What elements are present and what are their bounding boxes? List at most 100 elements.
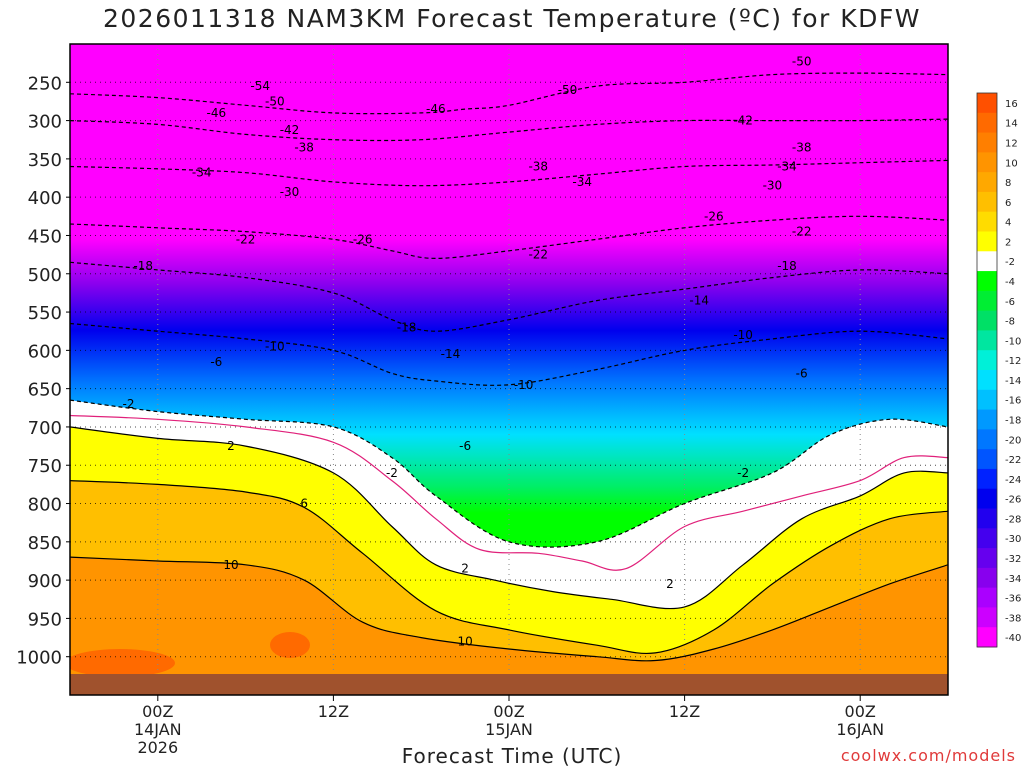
contour-label: -46 — [426, 102, 446, 116]
contour-label: -34 — [572, 175, 592, 189]
chart-title: 2026011318 NAM3KM Forecast Temperature (… — [103, 4, 921, 33]
colorbar-label: 16 — [1005, 99, 1018, 110]
contour-label: -18 — [777, 259, 797, 273]
contour-label: -50 — [792, 55, 812, 69]
contour-label: -50 — [558, 83, 578, 97]
colorbar-label: -22 — [1005, 455, 1021, 466]
colorbar-swatch — [977, 310, 997, 331]
colorbar-label: 8 — [1005, 178, 1011, 189]
colorbar-swatch — [977, 112, 997, 134]
colorbar-swatch — [977, 587, 997, 608]
ground-surface — [70, 674, 948, 695]
colorbar-label: -28 — [1005, 514, 1021, 525]
contour-label: -34 — [192, 166, 212, 180]
x-tick-label: 00Z — [845, 702, 876, 721]
isotherm--34 — [70, 159, 948, 187]
y-tick-label: 900 — [28, 571, 62, 592]
colorbar-swatch — [977, 172, 997, 193]
y-tick-label: 400 — [28, 188, 62, 209]
y-tick-label: 600 — [28, 341, 62, 362]
contour-label: -22 — [792, 225, 812, 239]
colorbar-swatch — [977, 152, 997, 173]
colorbar-swatch — [977, 132, 997, 153]
contour-label: -2 — [737, 466, 749, 480]
contour-label: -26 — [353, 232, 373, 246]
isotherm--10 — [70, 322, 948, 386]
contour-label: -42 — [280, 123, 300, 137]
isotherm-contours — [70, 72, 948, 662]
colorbar-swatch — [977, 468, 997, 490]
near-freezing-fill — [70, 400, 948, 609]
colorbar-label: -30 — [1005, 534, 1021, 545]
colorbar-label: -2 — [1005, 257, 1015, 268]
colorbar-label: -8 — [1005, 317, 1015, 328]
colorbar-label: -36 — [1005, 594, 1021, 605]
contour-label: -38 — [792, 140, 812, 154]
colorbar-label: -14 — [1005, 376, 1021, 387]
contour-labels: -54-50-46-42-38-34-30-22 -26-18-18-14-10-… — [123, 55, 812, 649]
colorbar-swatch — [977, 548, 997, 569]
colorbar-label: -16 — [1005, 396, 1021, 407]
y-tick-label: 1000 — [16, 648, 62, 669]
y-tick-label: 700 — [28, 418, 62, 439]
isotherm--26 — [70, 215, 948, 260]
colorbar-label: 2 — [1005, 237, 1011, 248]
colorbar-swatch — [977, 449, 997, 470]
colorbar-frame — [976, 92, 998, 648]
colorbar-swatch — [977, 330, 997, 351]
contour-label: -22 — [528, 248, 548, 262]
isotherm--50 — [70, 72, 948, 115]
y-axis: 250 300 350 400 450 500 550 600 650 700 750 800 850 9… — [16, 73, 70, 669]
colorbar-label: -10 — [1005, 336, 1021, 347]
contour-label: -50 — [265, 94, 285, 108]
contour-label: -10 — [733, 328, 753, 342]
isotherm-10 — [70, 556, 948, 662]
colorbar-label: 4 — [1005, 218, 1011, 229]
y-tick-label: 800 — [28, 495, 62, 516]
x-tick-label: 14JAN — [134, 720, 182, 739]
colorbar-swatch — [977, 271, 997, 292]
y-tick-label: 500 — [28, 265, 62, 286]
colorbar-swatch — [977, 409, 997, 430]
contour-label: -14 — [441, 347, 461, 361]
colorbar-label: -18 — [1005, 415, 1021, 426]
isotherm--2 — [70, 399, 948, 548]
contour-label: 10 — [457, 634, 472, 648]
colorbar-label: -38 — [1005, 613, 1021, 624]
x-tick-label: 00Z — [142, 702, 173, 721]
colorbar-swatch — [977, 191, 997, 213]
grid-lines — [70, 44, 948, 695]
contour-label: -42 — [733, 114, 753, 128]
colorbar-label: 10 — [1005, 158, 1018, 169]
contour-label: -6 — [796, 366, 808, 380]
colorbar-label: 6 — [1005, 198, 1011, 209]
x-tick-label: 12Z — [318, 702, 349, 721]
y-tick-label: 350 — [28, 150, 62, 171]
colorbar-swatch — [977, 389, 997, 411]
x-tick-label: 16JAN — [836, 720, 884, 739]
contour-label: 10 — [223, 558, 238, 572]
colorbar-label: -32 — [1005, 554, 1021, 565]
colorbar-label: 12 — [1005, 138, 1018, 149]
contour-label: -38 — [294, 140, 314, 154]
isotherm--18 — [70, 261, 948, 332]
colorbar-swatch — [977, 607, 997, 628]
x-tick-label: 2026 — [137, 738, 178, 757]
y-tick-label: 950 — [28, 609, 62, 630]
x-tick-label: 15JAN — [485, 720, 533, 739]
colorbar-swatch — [977, 251, 997, 272]
colorbar-swatch — [977, 528, 997, 549]
y-tick-label: 550 — [28, 303, 62, 324]
contour-label: -34 — [777, 160, 797, 174]
colorbar-swatch — [977, 488, 997, 509]
colorbar-swatch — [977, 211, 997, 232]
isotherm-6 — [70, 480, 948, 655]
y-tick-label: 750 — [28, 456, 62, 477]
colorbar-label: -26 — [1005, 495, 1021, 506]
colorbar-label: -6 — [1005, 297, 1015, 308]
contour-label: -54 — [250, 79, 270, 93]
colorbar-label: -20 — [1005, 435, 1021, 446]
y-tick-label: 300 — [28, 112, 62, 133]
